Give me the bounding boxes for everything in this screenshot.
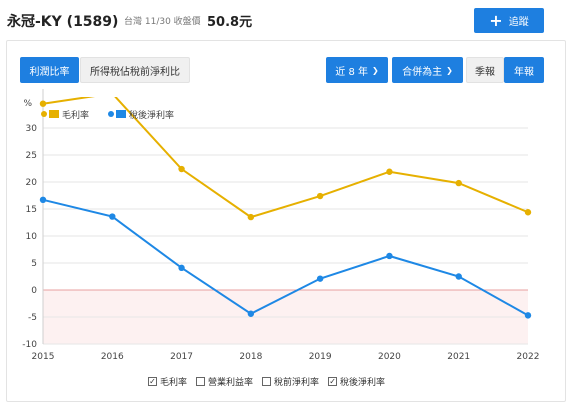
data-point xyxy=(247,213,255,221)
series-toggle-checkbox[interactable]: ✓ 毛利率 xyxy=(148,375,187,388)
y-tick-label: 15 xyxy=(26,205,37,215)
stock-title: 永冠-KY (1589) xyxy=(7,14,119,30)
series-toggle-label: 營業利益率 xyxy=(208,377,254,388)
data-point xyxy=(109,90,115,96)
stock-header: 永冠-KY (1589) 台灣 11/30 收盤價 50.8元 + 追蹤 xyxy=(0,0,575,40)
chevron-down-icon: ❯ xyxy=(372,65,379,75)
legend-label: 稅後淨利率 xyxy=(129,109,174,121)
series-toggle-label: 稅後淨利率 xyxy=(340,377,386,388)
annual-label: 年報 xyxy=(514,66,534,78)
y-tick-label: 5 xyxy=(31,259,37,269)
quarterly-button[interactable]: 季報 xyxy=(466,57,504,83)
series-toggle-checkbox[interactable]: 稅前淨利率 xyxy=(262,375,319,388)
series-layer xyxy=(39,90,532,319)
legend-marker xyxy=(41,111,47,117)
series-toggle-checkbox[interactable]: 營業利益率 xyxy=(196,375,253,388)
period-select[interactable]: 近 8 年 ❯ xyxy=(326,57,388,83)
y-tick-label: -10 xyxy=(22,340,37,350)
legend-label: 毛利率 xyxy=(62,109,89,121)
y-tick-label: 20 xyxy=(26,178,38,188)
x-tick-label: 2018 xyxy=(239,352,262,362)
x-tick-label: 2022 xyxy=(517,352,540,362)
series-toggle-label: 毛利率 xyxy=(160,377,188,388)
data-point xyxy=(455,179,462,187)
data-point xyxy=(316,275,324,282)
legend-marker xyxy=(108,111,114,117)
plus-icon: + xyxy=(489,10,503,30)
y-tick-label: 30 xyxy=(26,124,38,134)
data-point xyxy=(455,273,462,280)
grid-layer xyxy=(42,89,528,345)
data-point xyxy=(109,213,116,220)
tab-tax-ratio[interactable]: 所得稅佔稅前淨利比 xyxy=(80,57,190,83)
period-select-label: 近 8 年 xyxy=(335,66,369,78)
legend-swatch xyxy=(116,110,126,118)
checked-icon: ✓ xyxy=(148,376,157,386)
quarterly-label: 季報 xyxy=(475,66,495,78)
market-date: 台灣 11/30 收盤價 xyxy=(124,17,201,27)
track-button[interactable]: + 追蹤 xyxy=(474,8,544,33)
checked-icon: ✓ xyxy=(328,376,338,386)
x-tick-label: 2019 xyxy=(309,352,332,362)
data-point xyxy=(316,192,324,200)
data-point xyxy=(39,100,47,107)
x-tick-label: 2020 xyxy=(378,352,401,362)
closing-price: 50.8元 xyxy=(207,15,253,30)
series-toggle-checkbox[interactable]: ✓ 稅後淨利率 xyxy=(328,375,385,388)
data-point xyxy=(178,264,185,272)
data-point xyxy=(247,310,255,317)
y-axis-unit: % xyxy=(23,99,32,109)
series-checkbox-legend: ✓ 毛利率 營業利益率 稅前淨利率 ✓ 稅後淨利率 xyxy=(148,374,385,388)
track-button-label: 追蹤 xyxy=(508,17,529,28)
y-tick-label: 10 xyxy=(26,232,38,242)
x-tick-label: 2016 xyxy=(101,352,124,362)
consolidation-select[interactable]: 合併為主 ❯ xyxy=(392,57,463,83)
x-tick-label: 2017 xyxy=(170,352,193,362)
series-line xyxy=(42,97,529,219)
unchecked-icon xyxy=(196,376,206,386)
tab-tax-ratio-label: 所得稅佔稅前淨利比 xyxy=(90,66,180,78)
label-layer: -10 -5 0 5 10 15 20 25 30% 2015 2016 2017 2018 2019 20… xyxy=(22,99,539,362)
series-line xyxy=(42,198,529,317)
plot-area xyxy=(39,90,532,319)
tab-profit-ratio-label: 利潤比率 xyxy=(29,66,70,78)
data-point xyxy=(178,165,185,173)
chart-panel: 利潤比率 所得稅佔稅前淨利比 近 8 年 ❯ 合併為主 ❯ 季報 年報 xyxy=(6,40,566,402)
annual-button[interactable]: 年報 xyxy=(504,57,544,83)
data-point xyxy=(524,312,532,319)
y-tick-label: 0 xyxy=(31,286,37,296)
chart-legend: 毛利率 稅後淨利率 xyxy=(41,109,174,121)
data-point xyxy=(524,209,532,216)
series-toggle-label: 稅前淨利率 xyxy=(274,377,320,388)
data-point xyxy=(386,252,393,260)
x-tick-label: 2015 xyxy=(32,352,55,362)
tab-profit-ratio[interactable]: 利潤比率 xyxy=(20,57,79,83)
data-point xyxy=(386,168,393,175)
unchecked-icon xyxy=(262,376,272,386)
consolidation-select-label: 合併為主 xyxy=(402,66,443,78)
legend-swatch xyxy=(49,110,59,118)
chevron-down-icon: ❯ xyxy=(446,65,453,75)
x-tick-label: 2021 xyxy=(447,352,470,362)
y-tick-label: -5 xyxy=(28,313,37,323)
y-tick-label: 25 xyxy=(26,151,37,161)
data-point xyxy=(39,196,47,204)
